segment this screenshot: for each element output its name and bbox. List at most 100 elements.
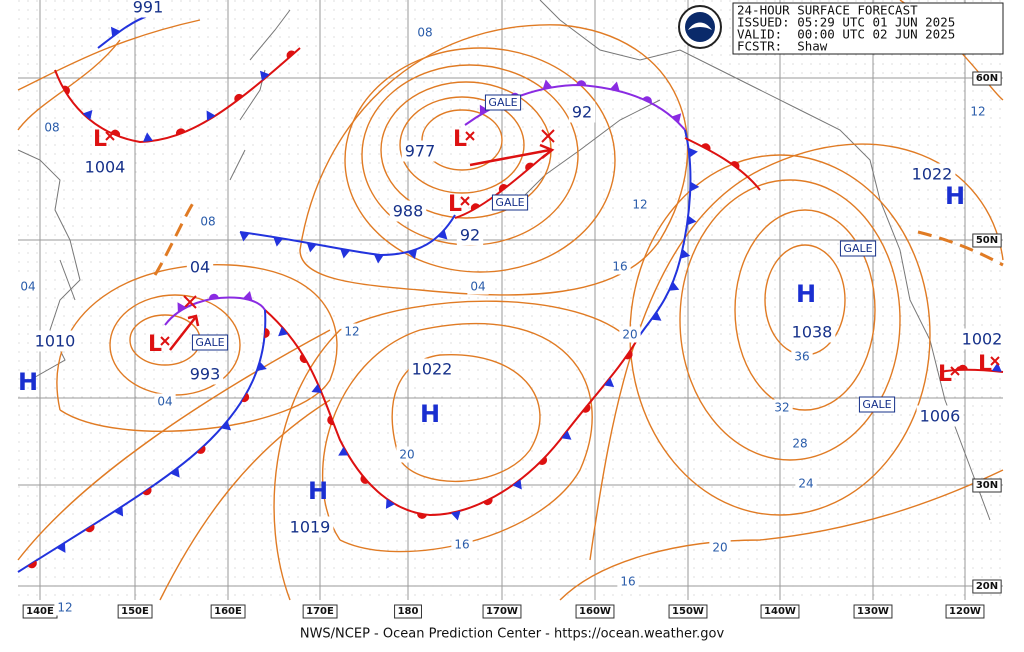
label-box [484,94,522,111]
front-symbol [177,302,187,313]
label-box [396,446,418,463]
label-box [491,194,529,211]
front-symbol [609,81,620,92]
front-symbol [373,254,384,264]
isobar-label: 20 [399,448,414,462]
label-box [853,604,893,619]
front-symbol [110,26,121,37]
label-box [414,24,436,41]
label-box [129,0,167,18]
isobar-label: 16 [454,538,469,552]
pressure-label: 1038 [792,323,833,342]
latitude-label: 50N [976,235,998,246]
front-symbol [498,184,508,193]
low-center: L [978,352,992,377]
front-symbol [542,79,553,90]
low-cross [465,131,475,141]
high-center: H [308,477,328,505]
front-symbol [483,497,493,506]
label-box [958,328,1006,350]
isobar-label: 12 [344,325,359,339]
label-box [81,156,129,178]
front-symbol [264,327,270,338]
isobar-label: 08 [44,121,59,135]
isobar-label: 20 [712,541,727,555]
label-box [117,604,153,619]
high-center: H [18,368,38,396]
gale-label: GALE [843,242,872,255]
label-box [916,405,964,427]
label-box [788,321,836,343]
isobar-label: 24 [798,477,813,491]
front-symbol [56,542,66,553]
isobar-label: 32 [774,401,789,415]
front-symbol [239,231,250,242]
isobar-label: 20 [622,328,637,342]
front-symbol [62,85,70,95]
label-box [668,604,708,619]
front-symbol [470,203,481,211]
label-box [908,163,956,185]
gale-label: GALE [862,398,891,411]
label-box [210,604,246,619]
front-symbol [671,113,682,124]
label-box [709,539,731,556]
longitude-label: 150E [121,606,149,617]
front-symbol [957,364,968,370]
latitude-label: 60N [976,73,998,84]
label-box [972,233,1002,248]
front-symbol [110,129,121,137]
label-box [629,196,651,213]
noaa-logo [678,5,722,49]
header-box [732,2,1004,55]
longitude-label: 140W [764,606,796,617]
label-box [972,71,1002,86]
front-symbol [209,293,219,300]
front-symbol [273,236,284,247]
header-title: 24-HOUR SURFACE FORECAST [737,3,918,18]
label-box [389,200,427,222]
front-symbol [701,143,711,151]
front-symbol [512,479,522,490]
front-symbol [680,249,691,259]
pressure-label: 977 [405,142,436,161]
label-box [839,240,877,257]
pressure-label: 1010 [35,332,76,351]
front-symbol [730,161,740,170]
label-box [186,363,224,385]
pressure-label: 1006 [920,407,961,426]
label-box [945,604,985,619]
high-center: H [945,182,965,210]
longitude-label: 130W [857,606,889,617]
front-symbol [206,110,216,121]
isobar-label: 28 [792,437,807,451]
front-symbol [299,353,308,363]
label-box [617,573,639,590]
front-symbol [82,110,93,121]
front-symbol [259,70,270,81]
isobar-label: 16 [612,260,627,274]
isobar-label: 12 [632,198,647,212]
front-symbol [170,467,180,478]
latitude-label: 30N [976,480,998,491]
front-symbol [576,80,587,86]
front-symbol [538,456,548,466]
front-symbol [143,132,153,142]
label-box [760,604,800,619]
front-symbol [385,498,395,509]
low-center: L [148,332,162,357]
front-symbol [407,249,418,260]
pressure-label: 1004 [85,158,126,177]
header-issued: ISSUED: 05:29 UTC 01 JUN 2025 [737,15,955,30]
label-box [972,579,1002,594]
front-symbol [561,430,572,440]
label-box [451,536,473,553]
low-center: L [93,127,107,152]
label-box [408,358,456,380]
front-symbol [242,290,253,301]
longitude-label: 140E [26,606,54,617]
front-symbol [690,181,700,192]
front-symbol [642,96,652,104]
label-box [394,604,422,619]
front-symbol [338,446,349,456]
